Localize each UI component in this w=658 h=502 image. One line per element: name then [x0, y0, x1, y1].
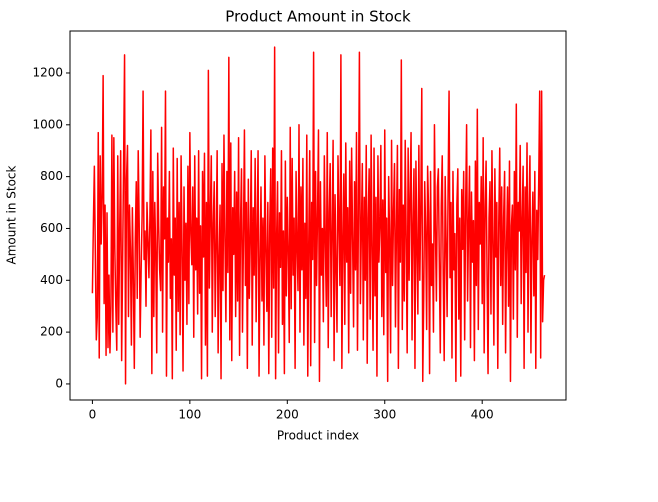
- y-tick-label: 400: [40, 273, 63, 287]
- plot-frame: [69, 30, 567, 401]
- y-tick-label: 1000: [32, 117, 63, 131]
- data-line: [91, 46, 546, 385]
- y-axis-label: Amount in Stock: [5, 165, 19, 264]
- x-tick-label: 300: [373, 408, 396, 422]
- x-tick-label: 200: [276, 408, 299, 422]
- y-tick-label: 200: [40, 325, 63, 339]
- chart-title: Product Amount in Stock: [225, 8, 411, 26]
- x-tick-label: 400: [471, 408, 494, 422]
- y-tick-label: 0: [55, 376, 63, 390]
- y-tick-label: 800: [40, 169, 63, 183]
- y-tick-label: 1200: [32, 65, 63, 79]
- y-tick-label: 600: [40, 221, 63, 235]
- x-axis-label: Product index: [277, 429, 359, 443]
- x-tick-label: 100: [178, 408, 201, 422]
- x-tick-label: 0: [89, 408, 97, 422]
